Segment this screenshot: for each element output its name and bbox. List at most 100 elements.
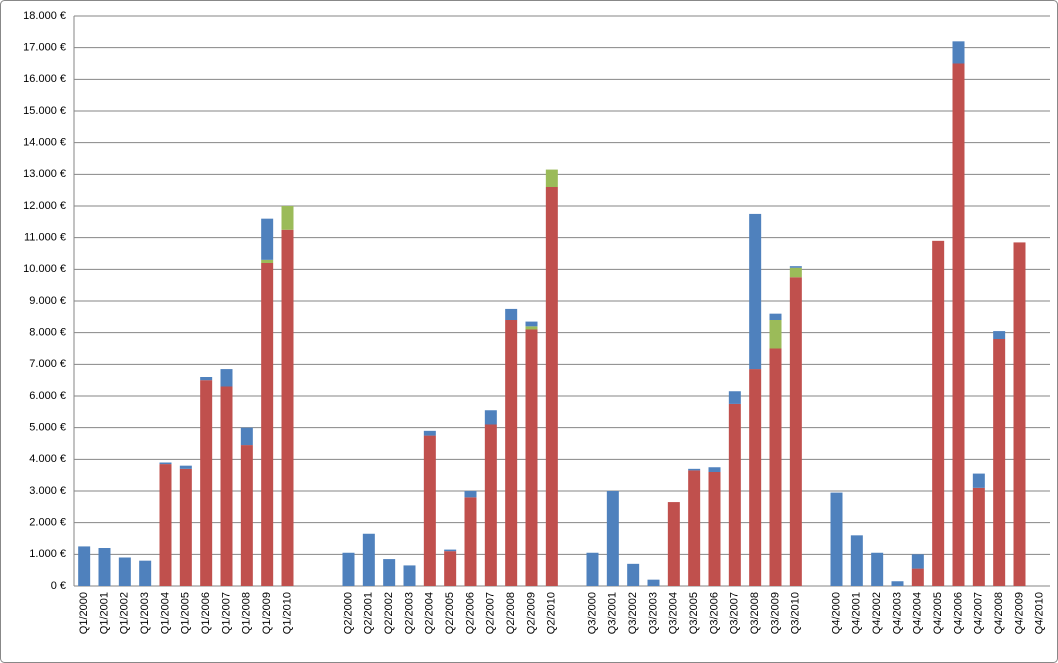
x-tick-label: Q1/2003: [139, 592, 151, 634]
bar-segment: [505, 308, 518, 320]
bar-segment: [525, 321, 538, 327]
bar-segment: [769, 348, 782, 586]
bar-segment: [220, 369, 233, 387]
x-tick-label: Q3/2006: [708, 592, 720, 634]
x-tick-label: Q3/2010: [790, 592, 802, 634]
bar-segment: [627, 563, 640, 586]
bar-segment: [179, 465, 192, 469]
bar-segment: [972, 487, 985, 586]
x-tick-label: Q2/2001: [363, 592, 375, 634]
x-tick-label: Q3/2005: [688, 592, 700, 634]
x-tick-label: Q3/2003: [647, 592, 659, 634]
y-tick-label: 4.000 €: [29, 453, 66, 465]
bar-segment: [749, 213, 762, 370]
bar-segment: [464, 491, 477, 498]
bar-segment: [525, 329, 538, 586]
y-tick-label: 14.000 €: [23, 137, 66, 149]
bar-segment: [484, 424, 497, 586]
bar-segment: [606, 491, 619, 586]
x-tick-label: Q4/2004: [912, 592, 924, 634]
bar-segment: [647, 579, 660, 586]
bar-segment: [261, 259, 274, 263]
x-tick-label: Q4/2006: [952, 592, 964, 634]
bar-segment: [240, 445, 253, 586]
bar-segment: [261, 263, 274, 586]
y-tick-label: 2.000 €: [29, 517, 66, 529]
bar-segment: [586, 552, 599, 586]
bar-segment: [708, 472, 721, 586]
bar-segment: [993, 339, 1006, 586]
x-tick-label: Q4/2003: [891, 592, 903, 634]
y-tick-label: 9.000 €: [29, 295, 66, 307]
bar-segment: [220, 386, 233, 586]
bar-segment: [789, 277, 802, 586]
y-tick-label: 1.000 €: [29, 548, 66, 560]
bar-segment: [728, 391, 741, 404]
x-tick-label: Q2/2007: [485, 592, 497, 634]
bar-segment: [830, 492, 843, 586]
x-tick-label: Q4/2001: [851, 592, 863, 634]
x-tick-label: Q4/2000: [830, 592, 842, 634]
x-tick-label: Q1/2004: [159, 592, 171, 634]
bar-segment: [545, 169, 558, 187]
x-tick-label: Q2/2009: [525, 592, 537, 634]
bar-segment: [972, 473, 985, 488]
bar-segment: [98, 548, 111, 586]
bar-segment: [789, 267, 802, 278]
x-tick-label: Q2/2005: [444, 592, 456, 634]
x-tick-label: Q2/2008: [505, 592, 517, 634]
bar-segment: [505, 320, 518, 586]
bar-segment: [871, 552, 884, 586]
bar-segment: [688, 470, 701, 586]
y-tick-label: 11.000 €: [24, 232, 66, 244]
x-tick-label: Q4/2008: [993, 592, 1005, 634]
bar-segment: [789, 266, 802, 268]
bar-segment: [159, 464, 172, 586]
bar-segment: [932, 240, 945, 587]
x-tick-label: Q2/2006: [464, 592, 476, 634]
bar-segment: [444, 549, 457, 552]
bar-segment: [403, 565, 416, 586]
bar-segment: [545, 187, 558, 586]
bar-segment: [749, 369, 762, 586]
bar-segment: [342, 552, 355, 586]
y-tick-label: 17.000 €: [23, 42, 66, 54]
bar-segment: [667, 502, 680, 586]
x-tick-label: Q3/2008: [749, 592, 761, 634]
x-tick-label: Q4/2010: [1034, 592, 1046, 634]
bar-segment: [911, 568, 924, 586]
bar-segment: [118, 557, 131, 586]
y-tick-label: 10.000 €: [23, 263, 66, 275]
y-tick-label: 0 €: [51, 580, 66, 592]
bar-segment: [911, 554, 924, 569]
bar-segment: [240, 427, 253, 446]
bar-segment: [159, 462, 172, 465]
y-tick-label: 12.000 €: [23, 200, 66, 212]
y-tick-label: 16.000 €: [23, 73, 66, 85]
bar-segment: [952, 41, 965, 64]
x-tick-label: Q4/2009: [1013, 592, 1025, 634]
x-tick-label: Q4/2002: [871, 592, 883, 634]
bar-segment: [525, 326, 538, 330]
y-tick-label: 13.000 €: [23, 168, 66, 180]
bar-segment: [139, 560, 152, 586]
y-tick-label: 5.000 €: [29, 422, 66, 434]
bar-segment: [179, 468, 192, 586]
x-tick-label: Q1/2009: [261, 592, 273, 634]
x-tick-label: Q3/2004: [668, 592, 680, 634]
x-tick-label: Q1/2007: [220, 592, 232, 634]
bar-segment: [728, 403, 741, 586]
x-tick-label: Q1/2006: [200, 592, 212, 634]
x-tick-label: Q3/2001: [607, 592, 619, 634]
x-tick-label: Q4/2005: [932, 592, 944, 634]
x-tick-label: Q2/2000: [342, 592, 354, 634]
bar-segment: [383, 559, 396, 586]
x-tick-label: Q4/2007: [973, 592, 985, 634]
x-tick-label: Q1/2005: [180, 592, 192, 634]
bar-segment: [200, 377, 213, 381]
bar-segment: [444, 551, 457, 586]
x-tick-label: Q2/2003: [403, 592, 415, 634]
bar-segment: [484, 410, 497, 425]
bar-segment: [78, 546, 91, 586]
